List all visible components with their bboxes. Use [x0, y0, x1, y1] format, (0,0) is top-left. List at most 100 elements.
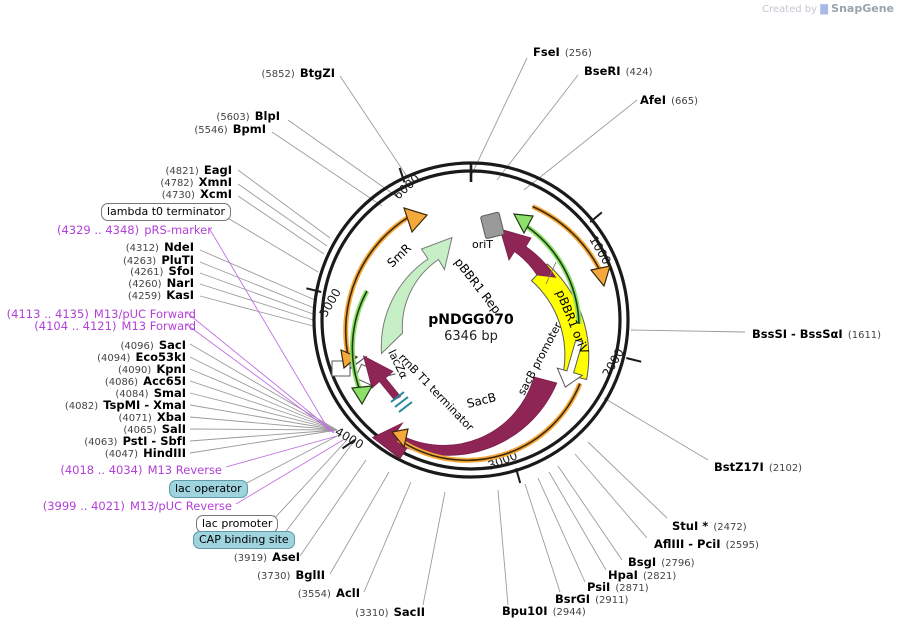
enzyme-name: BsrGI	[555, 592, 590, 606]
enzyme-label-psti-sbfi[interactable]: (4063) PstI - SbfI	[14, 432, 186, 448]
plasmid-name-text: pNDGG070	[428, 312, 514, 328]
enzyme-label-sacii[interactable]: (3310) SacII	[255, 603, 425, 619]
enzyme-label-ndei[interactable]: (4312) NdeI	[30, 238, 194, 254]
enzyme-label-pluti[interactable]: (4263) PluTI	[30, 251, 194, 267]
enzyme-label-sfoi[interactable]: (4261) SfoI	[30, 262, 194, 278]
enzyme-label-bseri[interactable]: BseRI (424)	[584, 62, 653, 78]
enzyme-name: HindIII	[143, 446, 186, 460]
plasmid-size-text: 6346 bp	[444, 329, 498, 344]
feature-label-m13-forward[interactable]: (4104 .. 4121) M13 Forward	[0, 317, 196, 333]
feature-range: (4018 .. 4034)	[60, 463, 143, 477]
enzyme-label-kasi[interactable]: (4259) KasI	[30, 286, 194, 302]
enzyme-name: XbaI	[156, 410, 186, 424]
feature-label-prs-marker[interactable]: (4329 .. 4348) pRS-marker	[0, 221, 212, 237]
enzyme-label-tspmi-xmai[interactable]: (4082) TspMI - XmaI	[10, 396, 186, 412]
enzyme-name: PstI - SbfI	[122, 434, 186, 448]
feature-orit[interactable]	[480, 211, 505, 239]
enzyme-name: Acc65I	[143, 374, 186, 388]
enzyme-label-fsei[interactable]: FseI (256)	[533, 43, 592, 59]
enzyme-position: (4071)	[118, 413, 152, 424]
enzyme-position: (4065)	[123, 425, 157, 436]
feature-name: M13/pUC Forward	[93, 307, 196, 321]
enzyme-label-saci[interactable]: (4096) SacI	[20, 336, 187, 352]
enzyme-label-afei[interactable]: AfeI (665)	[640, 91, 698, 107]
feature-range: (4104 .. 4121)	[34, 319, 117, 333]
enzyme-label-blpi[interactable]: (5603) BlpI	[130, 107, 280, 123]
enzyme-label-eco53ki[interactable]: (4094) Eco53kI	[20, 348, 186, 364]
feature-sacb[interactable]	[371, 376, 558, 460]
feature-label-m13-puc-forward[interactable]: (4113 .. 4135) M13/pUC Forward	[0, 305, 196, 321]
enzyme-label-sali[interactable]: (4065) SalI	[20, 420, 186, 436]
enzyme-label-afliii-pcii[interactable]: AflIII - PciI (2595)	[654, 535, 759, 551]
feature-name: M13/pUC Reverse	[129, 499, 232, 513]
enzyme-name: AseI	[272, 550, 300, 564]
enzyme-label-xbai[interactable]: (4071) XbaI	[20, 408, 187, 424]
enzyme-label-bsrgi[interactable]: BsrGI (2911)	[555, 590, 628, 606]
enzyme-label-xmni[interactable]: (4782) XmnI	[60, 173, 232, 189]
enzyme-label-hindiii[interactable]: (4047) HindIII	[20, 444, 186, 460]
enzyme-label-hpai[interactable]: HpaI (2821)	[608, 566, 676, 582]
enzyme-name: BglII	[295, 568, 326, 582]
enzyme-position: (256)	[564, 48, 592, 59]
enzyme-name: BssSI - BssSαI	[752, 327, 843, 341]
enzyme-label-psii[interactable]: PsiI (2871)	[587, 578, 649, 594]
enzyme-position: (4090)	[118, 365, 152, 376]
enzyme-name: HpaI	[608, 568, 638, 582]
feature-box-lambda-t0-terminator[interactable]: lambda t0 terminator	[101, 202, 231, 221]
enzyme-name: KpnI	[156, 362, 186, 376]
enzyme-position: (4259)	[127, 291, 162, 302]
enzyme-label-eagi[interactable]: (4821) EagI	[60, 161, 233, 177]
enzyme-position: (4084)	[115, 389, 149, 400]
enzyme-label-asei[interactable]: (3919) AseI	[130, 548, 300, 564]
enzyme-position: (5603)	[216, 112, 250, 123]
feature-box-label: lac promoter	[196, 515, 279, 533]
feature-smr[interactable]	[380, 236, 453, 355]
feature-label-m13-puc-reverse[interactable]: (3999 .. 4021) M13/pUC Reverse	[30, 497, 232, 513]
enzyme-position: (4082)	[64, 401, 99, 412]
direction-arrows	[340, 204, 611, 463]
feature-label-m13-reverse[interactable]: (4018 .. 4034) M13 Reverse	[30, 461, 222, 477]
feature-range: (4113 .. 4135)	[6, 307, 89, 321]
enzyme-name: EagI	[203, 163, 232, 177]
enzyme-position: (4730)	[161, 190, 195, 201]
enzyme-label-nari[interactable]: (4260) NarI	[30, 274, 194, 290]
plasmid-size: 6346 bp	[0, 327, 902, 343]
feature-name: M13 Forward	[121, 319, 196, 333]
enzyme-label-bpu10i[interactable]: Bpu10I (2944)	[502, 602, 586, 618]
feature-sacb-promoter[interactable]	[553, 337, 591, 390]
enzyme-name: BseRI	[584, 64, 621, 78]
enzyme-name: BpmI	[232, 122, 266, 136]
enzyme-label-bglii[interactable]: (3730) BglII	[155, 566, 325, 582]
enzyme-position: (665)	[671, 96, 698, 107]
enzyme-label-bstz17i[interactable]: BstZ17I (2102)	[714, 458, 802, 474]
enzyme-position: (4261)	[130, 267, 164, 278]
feature-box-cap-binding-site[interactable]: CAP binding site	[193, 530, 295, 549]
feature-box-lac-operator[interactable]: lac operator	[169, 479, 248, 498]
leader-lines-purple	[185, 227, 344, 505]
enzyme-position: (2595)	[725, 540, 759, 551]
enzyme-label-smai[interactable]: (4084) SmaI	[20, 384, 186, 400]
enzyme-name: TspMI - XmaI	[103, 398, 186, 412]
enzyme-label-stui[interactable]: StuI * (2472)	[672, 517, 747, 533]
enzyme-position: (4260)	[128, 279, 162, 290]
feature-label-pbbr1-rep: pBBR1 Rep	[452, 255, 504, 316]
enzyme-position: (424)	[625, 67, 653, 78]
enzyme-label-bpmi[interactable]: (5546) BpmI	[120, 120, 266, 136]
enzyme-label-acli[interactable]: (3554) AclI	[190, 584, 360, 600]
enzyme-position: (2944)	[552, 607, 586, 618]
enzyme-label-bsgi[interactable]: BsgI (2796)	[628, 553, 694, 569]
feature-box-lac-promoter[interactable]: lac promoter	[196, 514, 279, 533]
enzyme-label-btgzi[interactable]: (5852) BtgZI	[160, 64, 335, 80]
feature-pbbr1-rep[interactable]	[499, 228, 557, 278]
enzyme-label-xcmi[interactable]: (4730) XcmI	[60, 185, 232, 201]
enzyme-label-kpni[interactable]: (4090) KpnI	[20, 360, 186, 376]
enzyme-label-bsssi-bsssai[interactable]: BssSI - BssSαI (1611)	[752, 325, 881, 341]
snapgene-logo-icon: ▇	[820, 4, 828, 15]
feature-terminator-arrow-2[interactable]	[331, 355, 368, 377]
enzyme-position: (3730)	[257, 571, 291, 582]
enzyme-name: BsgI	[628, 555, 657, 569]
feature-name: M13 Reverse	[147, 463, 222, 477]
enzyme-label-acc65i[interactable]: (4086) Acc65I	[20, 372, 186, 388]
feature-lacz-alpha[interactable]	[362, 355, 413, 413]
